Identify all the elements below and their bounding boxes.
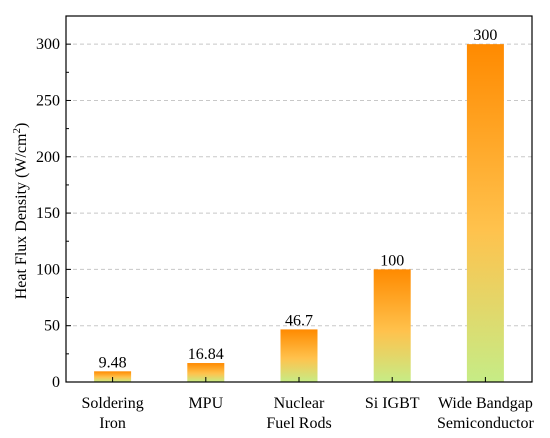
y-tick-label: 200 xyxy=(36,149,60,166)
y-axis-title: Heat Flux Density (W/cm2) xyxy=(11,123,30,300)
y-tick-label: 50 xyxy=(44,318,60,335)
data-labels: 9.48 16.84 46.7 100 300 xyxy=(99,27,498,371)
y-tick-label: 0 xyxy=(52,374,60,391)
bar-value-label: 16.84 xyxy=(188,346,224,363)
bar xyxy=(280,329,318,382)
bar-value-label: 9.48 xyxy=(99,354,127,371)
grid-layer xyxy=(66,43,532,327)
x-category-label: Soldering Iron xyxy=(81,395,143,432)
bar-value-label: 100 xyxy=(380,252,404,269)
y-tick-label: 300 xyxy=(36,36,60,53)
bars-layer xyxy=(94,44,504,383)
x-category-label: MPU xyxy=(188,395,223,412)
bar xyxy=(466,44,504,383)
bar-value-label: 46.7 xyxy=(285,312,313,329)
x-category-label: Si IGBT xyxy=(365,395,420,412)
y-tick-label: 250 xyxy=(36,92,60,109)
bar xyxy=(94,371,132,382)
bar-value-label: 300 xyxy=(473,27,497,44)
y-axis: 0 50 100 150 200 250 300 xyxy=(36,36,71,391)
x-category-label: Wide Bandgap Semiconductor xyxy=(437,395,535,432)
y-tick-label: 100 xyxy=(36,261,60,278)
x-axis: Soldering Iron MPU Nuclear Fuel Rods Si IGBT W… xyxy=(81,377,535,432)
bar xyxy=(373,269,411,382)
bar xyxy=(187,363,225,382)
x-category-label: Nuclear Fuel Rods xyxy=(266,395,331,432)
y-tick-label: 150 xyxy=(36,205,60,222)
